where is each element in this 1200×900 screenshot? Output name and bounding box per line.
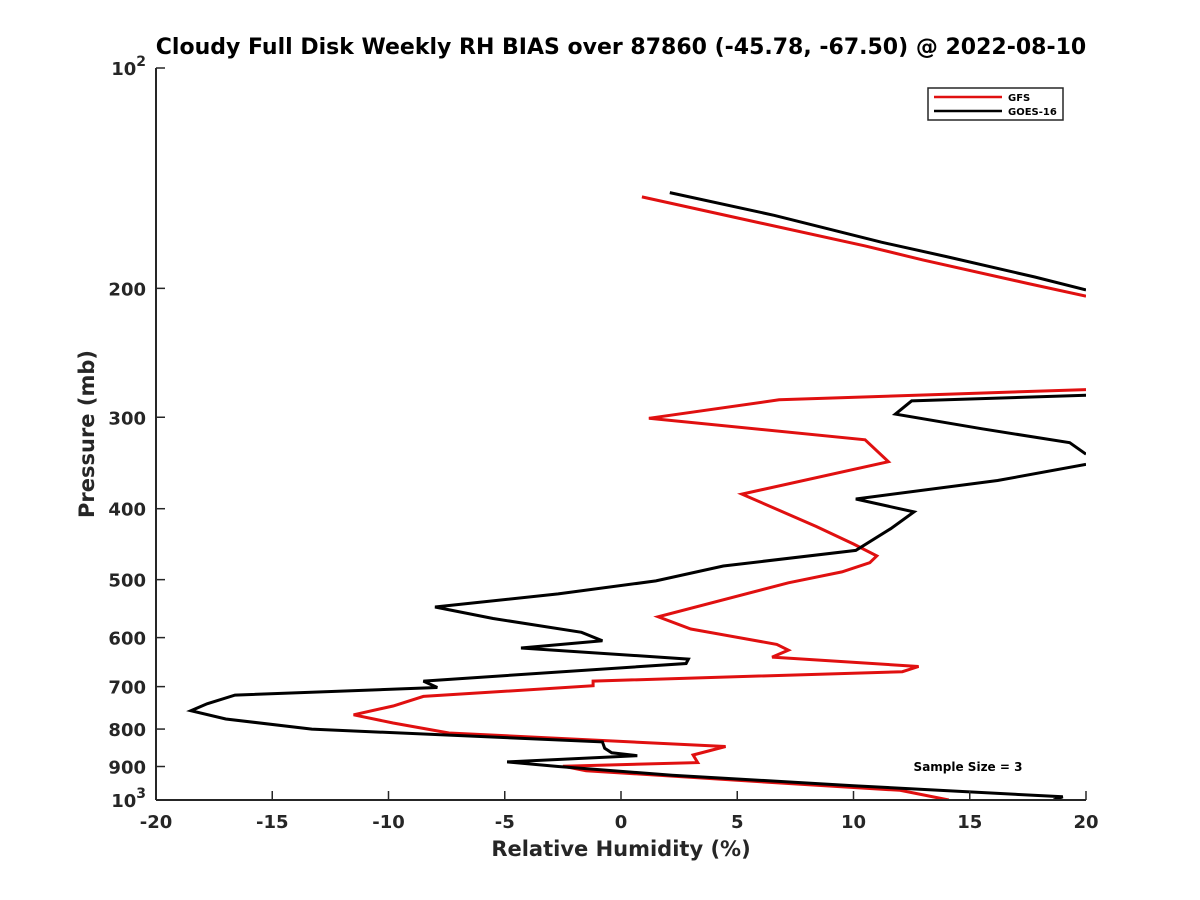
y-tick-label: 300: [108, 408, 146, 429]
legend-entry-gfs: GFS: [1008, 93, 1030, 104]
y-tick-label: 600: [108, 629, 146, 650]
x-tick-label: 5: [731, 812, 744, 833]
series-line-gfs-segment-1: [641, 195, 1086, 298]
series-line-goes16-segment-1: [669, 191, 1086, 292]
x-tick-label: 20: [1073, 812, 1098, 833]
legend-entry-goes16: GOES-16: [1008, 107, 1057, 118]
y-tick-label: 900: [108, 758, 146, 779]
x-tick-label: -15: [256, 812, 289, 833]
series-line-goes16-segment-2: [891, 393, 1086, 456]
y-tick-label: 103: [111, 786, 146, 812]
sample-size-annotation: Sample Size = 3: [914, 760, 1023, 774]
chart-title: Cloudy Full Disk Weekly RH BIAS over 878…: [156, 35, 1086, 60]
series-layer: [186, 191, 1086, 800]
y-tick-label: 102: [111, 54, 146, 80]
y-tick-label: 800: [108, 720, 146, 741]
series-line-gfs-segment-2: [353, 388, 1086, 800]
x-axis-ticks: -20 -15 -10 -5 0 5 10 15 20: [140, 791, 1099, 833]
y-tick-label: 400: [108, 500, 146, 521]
y-axis-ticks: 102 200 300 400 500 600 700 800 900 103: [108, 54, 165, 812]
y-tick-label: 200: [108, 279, 146, 300]
legend: GFS GOES-16: [927, 87, 1064, 121]
x-tick-label: -10: [372, 812, 405, 833]
series-line-goes16-segment-3: [186, 462, 1086, 800]
legend-box: [927, 87, 1064, 121]
x-tick-label: 15: [957, 812, 982, 833]
x-axis-label: Relative Humidity (%): [491, 837, 750, 861]
x-tick-label: -20: [140, 812, 173, 833]
x-tick-label: -5: [495, 812, 515, 833]
x-tick-label: 10: [841, 812, 866, 833]
y-axis-label: Pressure (mb): [75, 350, 99, 518]
y-tick-label: 500: [108, 571, 146, 592]
x-tick-label: 0: [615, 812, 628, 833]
y-tick-label: 700: [108, 678, 146, 699]
